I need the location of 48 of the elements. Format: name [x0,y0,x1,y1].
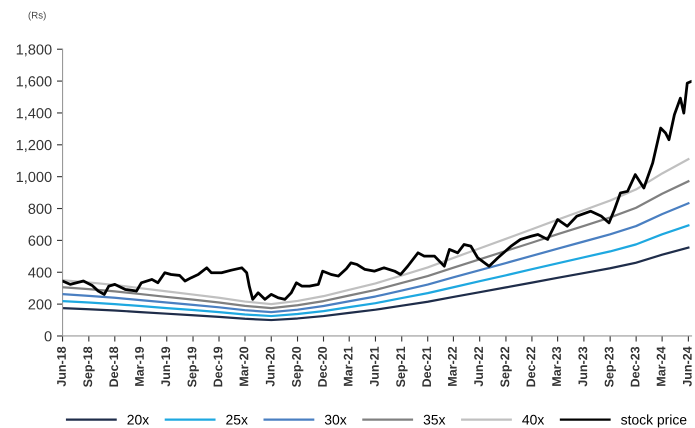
legend-label: 30x [324,414,347,425]
legend-label: 25x [226,414,248,425]
y-tick-label: 400 [28,267,52,278]
x-tick-label: Dec-21 [422,346,432,387]
x-tick-label: Jun-22 [474,346,484,386]
legend-label: 20x [127,414,150,425]
x-tick-label: Dec-22 [526,346,536,387]
y-tick-label: 1,800 [16,44,52,56]
line-series [62,224,690,318]
x-tick-label: Sep-23 [604,346,616,388]
x-tick-label: Sep-19 [188,346,199,388]
legend-label: 35x [424,414,446,425]
y-axis-title: (Rs) [28,11,46,21]
line-series [62,158,690,306]
x-tick-label: Jun-19 [161,346,170,386]
y-tick-label: 200 [28,299,52,310]
line-series [62,80,692,301]
x-tick-label: Jun-24 [682,346,692,386]
x-tick-label: Dec-19 [214,346,222,387]
x-tick-label: Mar-21 [344,346,353,386]
x-tick-label: Sep-20 [292,346,304,388]
x-tick-label: Mar-24 [656,346,666,386]
y-tick-label: 0 [44,331,52,342]
x-tick-label: Jun-18 [57,346,66,386]
legend-label: 40x [522,414,544,425]
line-series [62,202,690,314]
y-tick-label: 1,400 [16,108,52,120]
x-tick-label: Mar-19 [135,346,144,386]
y-tick-label: 1,600 [16,76,52,88]
x-tick-label: Mar-20 [239,346,248,386]
x-tick-label: Mar-22 [448,346,457,386]
x-tick-label: Sep-21 [396,346,408,388]
x-tick-label: Dec-23 [630,346,640,387]
x-tick-label: Dec-20 [318,346,327,387]
x-tick-label: Dec-18 [109,346,118,387]
x-tick-label: Sep-22 [500,346,512,388]
x-tick-label: Jun-20 [266,346,275,386]
line-series [62,246,690,322]
x-tick-label: Jun-21 [370,346,379,386]
y-tick-label: 1,200 [16,140,52,152]
x-tick-label: Mar-23 [552,346,561,386]
y-tick-label: 1,000 [16,172,52,184]
x-tick-label: Sep-18 [83,346,95,388]
y-tick-label: 800 [28,204,52,214]
line-series [62,180,690,310]
x-tick-label: Jun-23 [578,346,588,386]
legend-label: stock price [621,414,686,428]
y-tick-label: 600 [28,235,52,246]
